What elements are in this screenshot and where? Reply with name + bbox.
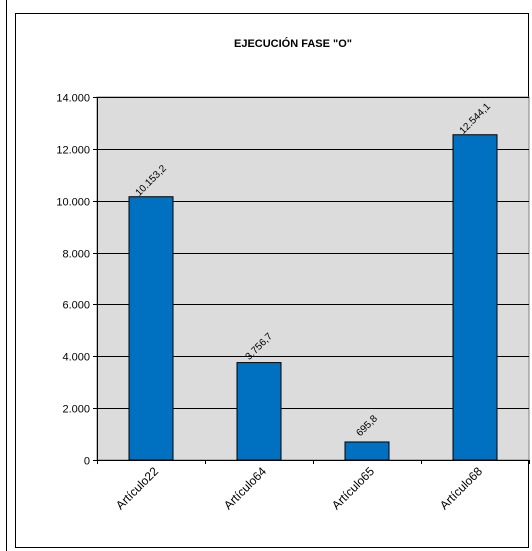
y-tick-label-6000: 6.000 bbox=[62, 300, 90, 312]
category-label-Artículo68: Artículo68 bbox=[437, 464, 485, 512]
chart-title: EJECUCIÓN FASE "O" bbox=[234, 37, 352, 50]
category-label-Artículo65: Artículo65 bbox=[329, 464, 377, 512]
bar-Artículo65 bbox=[344, 441, 390, 461]
bar-Artículo68 bbox=[452, 134, 498, 461]
y-tick-label-12000: 12.000 bbox=[56, 145, 90, 157]
bar-Artículo22 bbox=[128, 196, 174, 461]
y-tick-label-8000: 8.000 bbox=[62, 249, 90, 261]
bar-Artículo64 bbox=[236, 362, 282, 461]
category-label-Artículo64: Artículo64 bbox=[221, 464, 269, 512]
plot-area: 02.0004.0006.0008.00010.00012.00014.0001… bbox=[56, 93, 530, 512]
y-tick-label-4000: 4.000 bbox=[62, 352, 90, 364]
category-label-Artículo22: Artículo22 bbox=[113, 464, 161, 512]
y-tick-label-0: 0 bbox=[84, 456, 90, 468]
window-edge bbox=[0, 0, 7, 551]
y-tick-label-10000: 10.000 bbox=[56, 197, 90, 209]
y-tick-label-2000: 2.000 bbox=[62, 404, 90, 416]
y-tick-label-14000: 14.000 bbox=[56, 93, 90, 105]
